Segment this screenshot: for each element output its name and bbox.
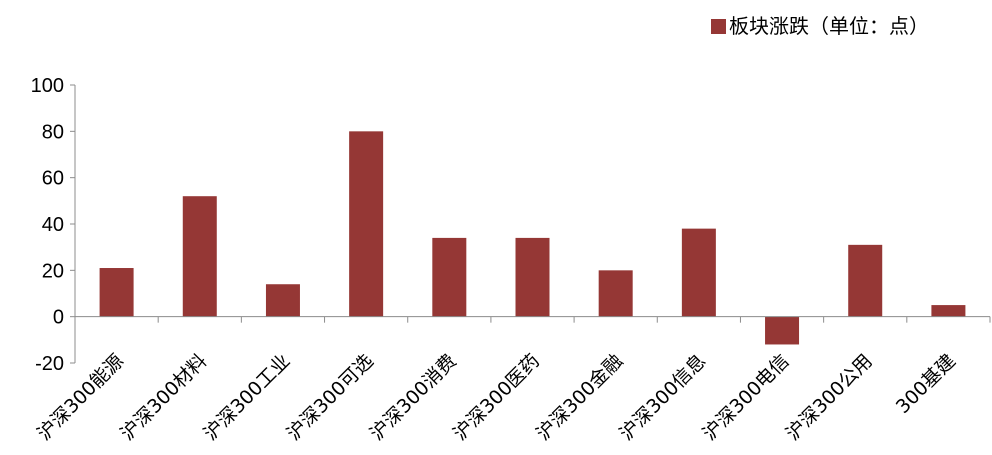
- bar: [349, 131, 384, 317]
- bar: [432, 237, 467, 317]
- y-tick-label: 20: [42, 260, 64, 282]
- category-label: 300基建: [892, 350, 960, 418]
- category-labels: 沪深300能源沪深300材料沪深300工业沪深300可选沪深300消费沪深300…: [33, 350, 960, 445]
- category-label: 沪深300医药: [449, 350, 544, 445]
- category-label: 沪深300可选: [283, 350, 378, 445]
- y-tick-label: -20: [35, 353, 64, 375]
- y-tick-label: 100: [31, 75, 64, 97]
- category-label: 沪深300工业: [200, 350, 295, 445]
- category-label: 沪深300金融: [532, 350, 627, 445]
- y-axis: 100 80 60 40 20 0 -20: [31, 75, 76, 375]
- bar: [515, 237, 550, 317]
- bar: [99, 268, 134, 317]
- bar: [931, 305, 966, 317]
- bar: [598, 270, 633, 317]
- bars: [99, 131, 966, 345]
- y-tick-label: 60: [42, 168, 64, 190]
- category-label: 沪深300消费: [366, 350, 461, 445]
- x-axis: [74, 316, 991, 323]
- bar: [265, 284, 300, 317]
- y-tick-label: 80: [42, 121, 64, 143]
- y-tick-label: 40: [42, 214, 64, 236]
- bar: [765, 316, 800, 345]
- bar: [681, 228, 716, 317]
- y-tick-label: 0: [53, 307, 64, 329]
- bar: [848, 244, 883, 317]
- category-label: 沪深300电信: [699, 350, 794, 445]
- category-label: 沪深300公用: [782, 350, 877, 445]
- category-label: 沪深300信息: [615, 350, 710, 445]
- legend-label: 板块涨跌（单位：点）: [729, 14, 929, 38]
- legend: 板块涨跌（单位：点）: [711, 14, 929, 38]
- bar: [182, 196, 217, 317]
- category-label: 沪深300材料: [116, 350, 211, 445]
- legend-swatch: [711, 19, 726, 34]
